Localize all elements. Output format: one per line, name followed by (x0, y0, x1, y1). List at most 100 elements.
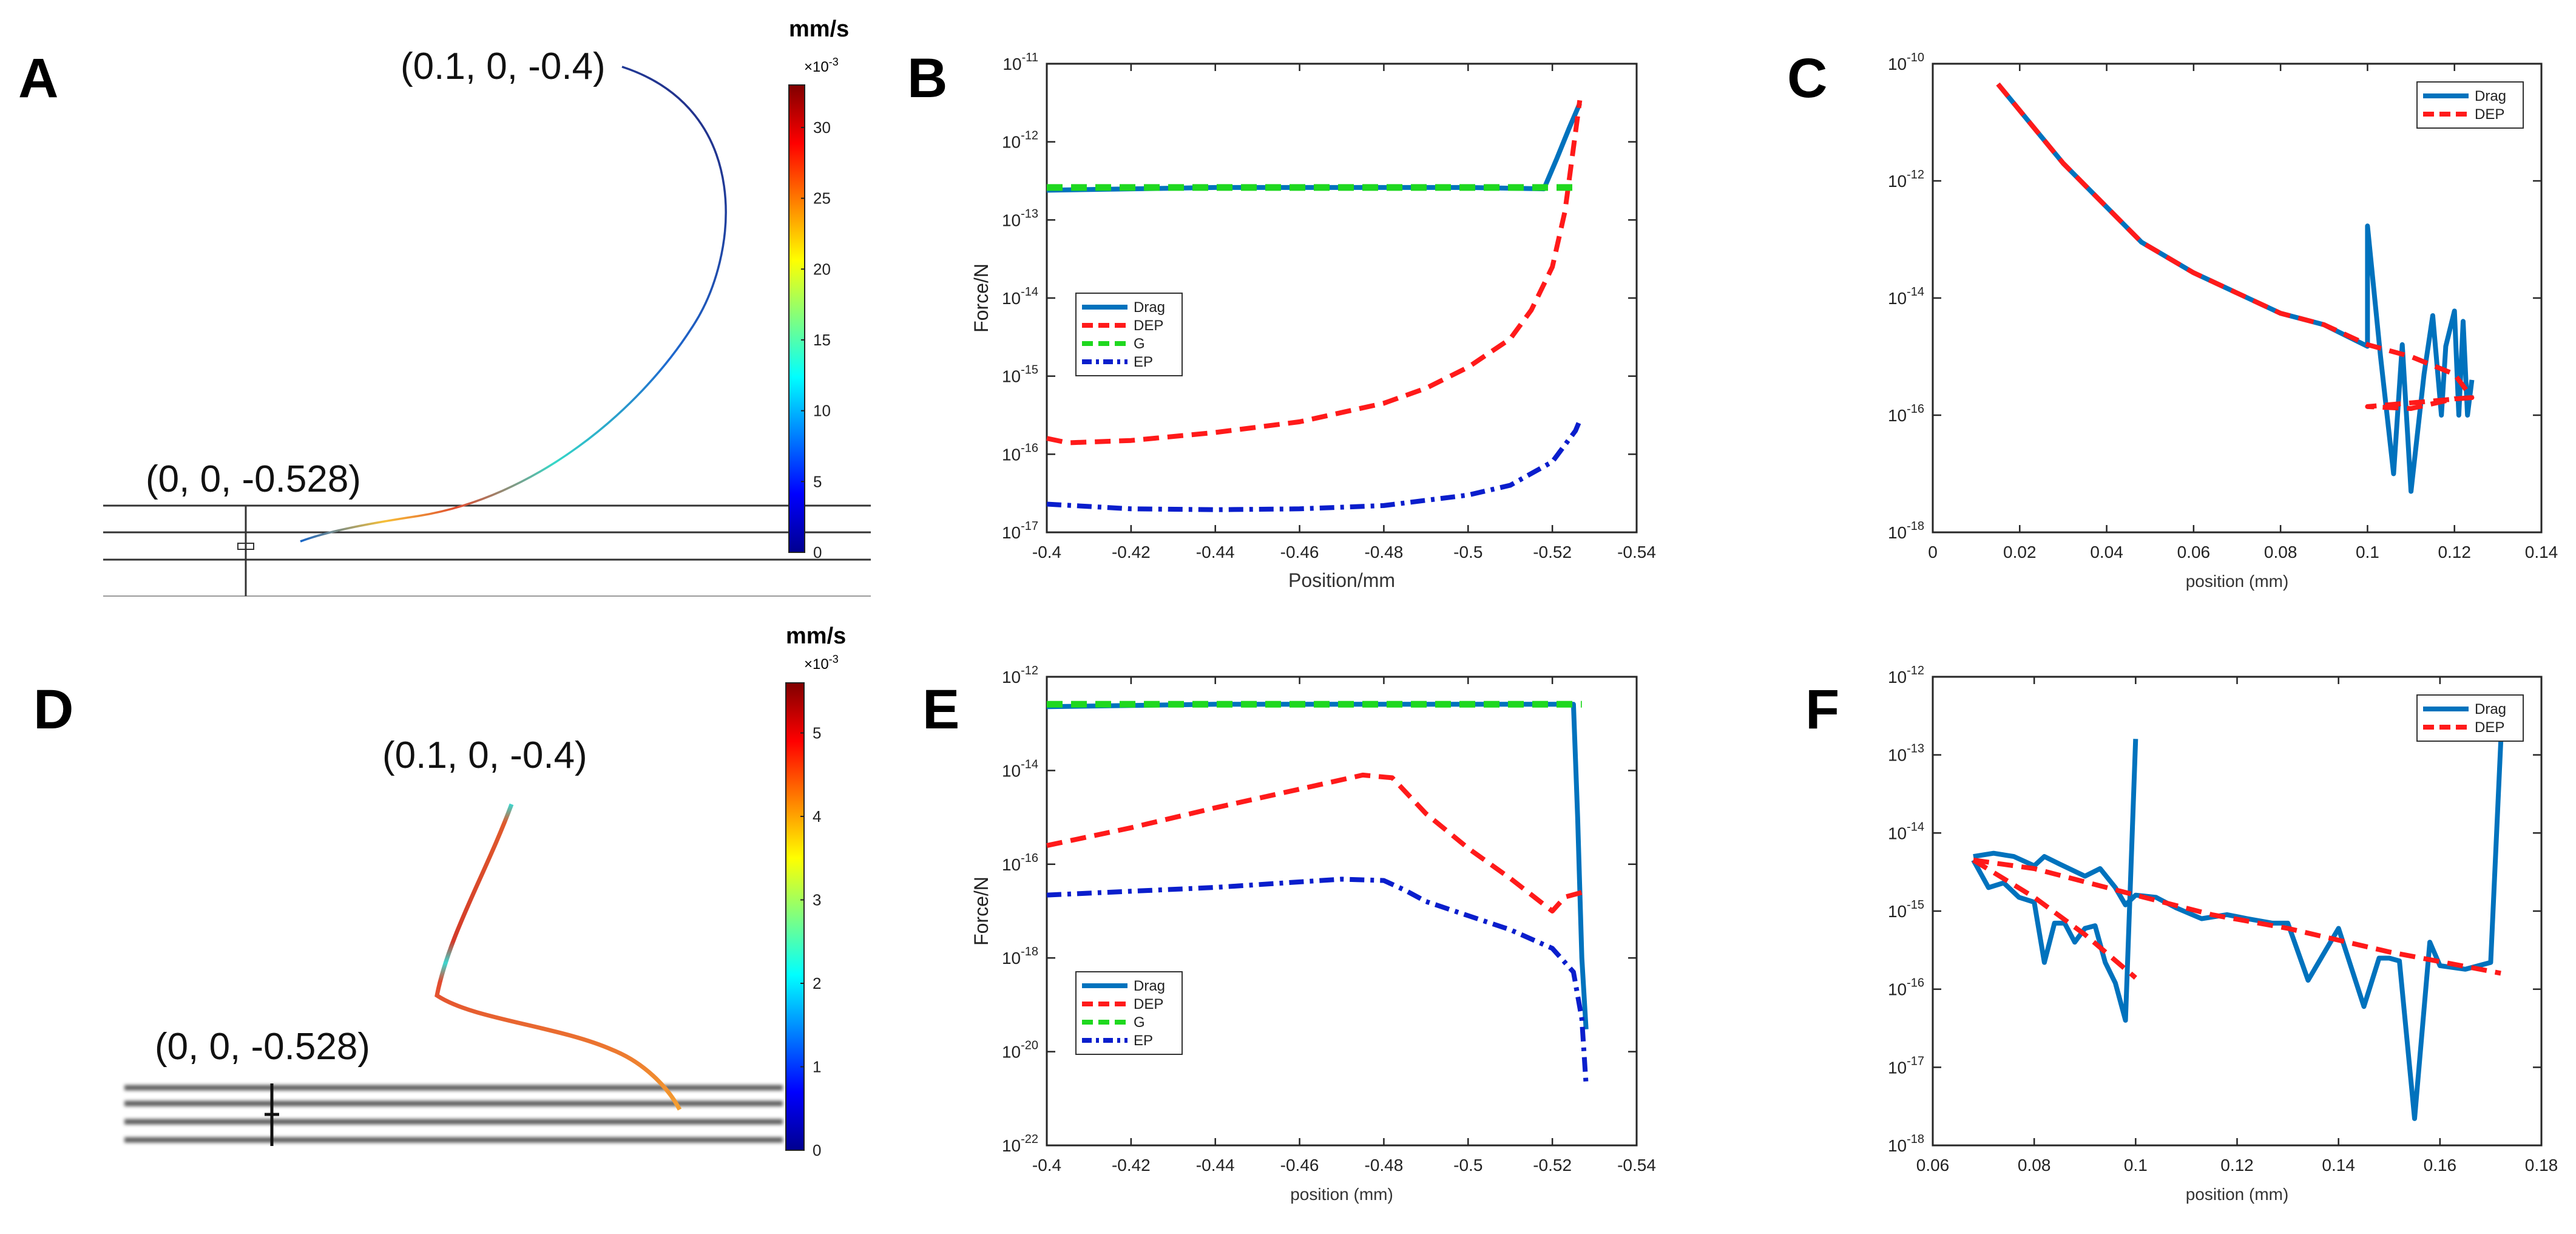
legend-label-dep: DEP (1134, 996, 1163, 1012)
series-line-drag (1971, 739, 2138, 1023)
panel-letter-a: A (18, 47, 58, 109)
panel-d-electrode (265, 1083, 279, 1146)
x-tick-label: -0.54 (1617, 543, 1656, 561)
y-tick-label: 10-16 (1002, 852, 1038, 874)
panel-d-colorbar-scale: ×10-3 (804, 653, 839, 673)
panel-d-colorbar-ticks: 0 1 2 3 4 5 (800, 724, 821, 1159)
x-tick-label: 0.1 (2356, 543, 2379, 561)
y-tick-label: 10-16 (1888, 402, 1924, 425)
y-tick-label: 10-16 (1888, 977, 1924, 999)
colorbar-tick-label: 1 (813, 1058, 821, 1076)
x-axis-label: position (mm) (2186, 572, 2289, 591)
panel-a-start-label: (0.1, 0, -0.4) (401, 46, 606, 87)
panel-letter-c: C (1787, 47, 1827, 109)
chart-f: F 0.06 0.08 0.1 0.12 0.14 0.16 0.18 10-18 10-17 10… (1805, 664, 2558, 1204)
chart-c: C 0 0.02 0.04 0.06 0.08 0.1 0.12 0.14 10-18 10-16 1… (1787, 47, 2558, 591)
y-tick-label: 10-16 (1002, 441, 1038, 464)
legend-label-dep: DEP (2475, 719, 2504, 736)
panel-a-colorbar-ticks: 0 5 10 15 20 25 30 (801, 118, 831, 561)
x-tick-label: 0.16 (2424, 1156, 2457, 1175)
axes-box (1932, 676, 2543, 1147)
colorbar-tick-label: 20 (813, 260, 831, 278)
chart-e: E -0.4 -0.42 -0.44 -0.46 -0.48 -0.5 -0.52 -0.54 1… (922, 664, 1656, 1204)
colorbar-tick-label: 5 (813, 724, 821, 742)
series-line-ep (1046, 876, 1589, 1085)
series-line-drag (1046, 102, 1582, 193)
panel-d-start-label: (0.1, 0, -0.4) (382, 734, 587, 776)
legend-label-ep: EP (1134, 1032, 1153, 1049)
y-tick-label: 10-15 (1888, 898, 1924, 921)
legend-label-dep: DEP (2475, 106, 2504, 123)
y-tick-label: 10-12 (1002, 664, 1038, 686)
panel-d-trajectory (434, 803, 682, 1111)
chart-b: B -0.4 -0.42 -0.44 -0.46 -0.48 -0.5 -0.52 -0.54 1… (907, 47, 1656, 591)
legend-box (2416, 694, 2524, 742)
axes-box (1046, 676, 1638, 1147)
colorbar-tick-label: 0 (813, 1141, 821, 1159)
legend-label-drag: Drag (2475, 701, 2506, 717)
x-axis-label: position (mm) (2186, 1185, 2289, 1204)
series-line-dep (1046, 772, 1583, 914)
series-line-ep (1046, 419, 1582, 512)
y-tick-label: 10-14 (1888, 820, 1924, 842)
x-tick-label: 0.14 (2525, 543, 2558, 561)
x-tick-label: 0.1 (2124, 1156, 2148, 1175)
y-tick-label: 10-12 (1888, 664, 1924, 686)
x-tick-label: -0.42 (1112, 1156, 1151, 1175)
axes-box (1932, 63, 2543, 534)
series-line-dep (1046, 100, 1583, 446)
x-tick-label: -0.46 (1280, 1156, 1319, 1175)
colorbar-tick-label: 3 (813, 891, 821, 909)
x-tick-label: -0.5 (1453, 543, 1482, 561)
x-tick-label: -0.4 (1032, 1156, 1061, 1175)
panel-a-colorbar-unit: mm/s (789, 16, 849, 42)
panel-a-end-label: (0, 0, -0.528) (146, 458, 361, 500)
y-tick-label: 10-13 (1888, 742, 1924, 765)
colorbar-tick-label: 4 (813, 807, 821, 825)
colorbar-tick-label: 25 (813, 189, 831, 208)
x-tick-label: -0.4 (1032, 543, 1061, 561)
colorbar-tick-label: 10 (813, 402, 831, 420)
x-tick-label: 0.02 (2003, 543, 2037, 561)
panel-a-channel-lines (103, 504, 871, 597)
x-tick-label: 0.12 (2438, 543, 2471, 561)
y-tick-label: 10-22 (1002, 1133, 1038, 1155)
panel-a-colorbar: mm/s ×10-3 0 5 10 15 20 25 30 (788, 16, 849, 561)
x-tick-label: 0.06 (1916, 1156, 1950, 1175)
legend-label-g: G (1134, 336, 1145, 352)
panel-letter-d: D (33, 679, 73, 741)
panel-a: A (0.1, 0, -0.4) (0, 0, -0.528) mm/s ×10… (18, 16, 871, 597)
y-tick-label: 10-20 (1002, 1039, 1038, 1062)
x-tick-label: -0.44 (1196, 1156, 1235, 1175)
y-tick-label: 10-12 (1002, 129, 1038, 152)
y-tick-label: 10-18 (1002, 945, 1038, 968)
y-tick-label: 10-12 (1888, 168, 1924, 191)
panel-d-colorbar: mm/s ×10-3 0 1 2 3 4 5 (785, 623, 846, 1159)
series-line-drag (1996, 82, 2475, 494)
x-tick-label: -0.54 (1617, 1156, 1656, 1175)
panel-d-end-label: (0, 0, -0.528) (155, 1026, 370, 1068)
colorbar-tick-label: 0 (813, 543, 822, 561)
x-tick-label: 0.08 (2018, 1156, 2051, 1175)
x-tick-label: -0.46 (1280, 543, 1319, 561)
y-tick-label: 10-15 (1002, 364, 1038, 386)
panel-a-colorbar-scale: ×10-3 (804, 56, 839, 75)
y-tick-label: 10-17 (1888, 1054, 1924, 1077)
colorbar-tick-label: 30 (813, 118, 831, 137)
legend: Drag DEP (2416, 694, 2524, 742)
x-tick-label: 0.08 (2264, 543, 2297, 561)
x-tick-label: -0.5 (1453, 1156, 1482, 1175)
legend-box (2416, 81, 2524, 129)
y-tick-label: 10-13 (1002, 207, 1038, 229)
y-tick-label: 10-14 (1002, 758, 1038, 780)
y-tick-label: 10-18 (1888, 520, 1924, 542)
y-tick-label: 10-10 (1888, 51, 1924, 73)
y-axis-label: Force/N (970, 263, 992, 333)
x-tick-label: 0.12 (2220, 1156, 2254, 1175)
y-tick-label: 10-14 (1002, 285, 1038, 308)
panel-letter-e: E (922, 679, 959, 741)
panel-d: D (0.1, 0, -0.4) (0, 0, -0.528) mm/s ×10… (33, 623, 846, 1159)
